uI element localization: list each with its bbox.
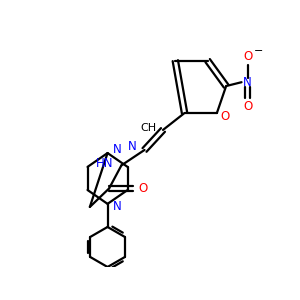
Text: HN: HN xyxy=(96,157,114,169)
Text: O: O xyxy=(243,100,252,113)
Text: CH: CH xyxy=(141,123,157,134)
Text: N: N xyxy=(112,200,121,213)
Text: N: N xyxy=(128,140,137,153)
Text: N: N xyxy=(243,76,252,89)
Text: N: N xyxy=(112,143,121,157)
Text: −: − xyxy=(254,46,263,56)
Text: O: O xyxy=(138,182,148,195)
Text: O: O xyxy=(243,50,252,63)
Text: O: O xyxy=(220,110,229,123)
